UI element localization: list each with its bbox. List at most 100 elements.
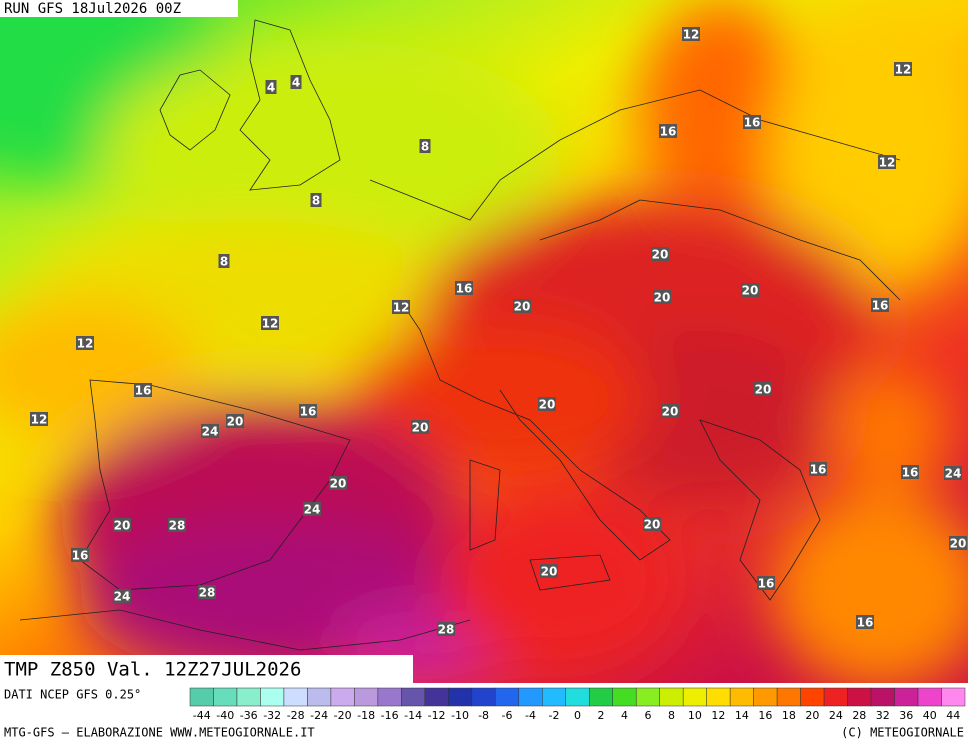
title-box xyxy=(0,655,413,683)
scale-tick-label: -20 xyxy=(334,709,352,722)
scale-swatch xyxy=(588,687,613,707)
contour-label: 20 xyxy=(949,536,967,551)
label-box xyxy=(198,585,216,599)
contour-label: 16 xyxy=(809,462,827,477)
scale-tick-label: -44 xyxy=(193,709,211,722)
scale-swatch xyxy=(330,687,355,707)
label-box xyxy=(643,517,661,531)
label-text: 16 xyxy=(72,549,89,563)
label-box xyxy=(661,404,679,418)
label-text: 20 xyxy=(950,537,967,551)
label-box xyxy=(856,615,874,629)
scale-swatch xyxy=(307,687,332,707)
data-source: DATI NCEP GFS 0.25° xyxy=(4,688,141,702)
scale-tick-label: -24 xyxy=(310,709,328,722)
footer-right: (C) METEOGIORNALE xyxy=(841,726,964,740)
scale-swatch xyxy=(495,687,520,707)
contour-label: 16 xyxy=(455,281,473,296)
scale-swatch xyxy=(189,687,214,707)
scale-swatch xyxy=(542,687,567,707)
scale-tick-label: -10 xyxy=(451,709,469,722)
contour-label: 4 xyxy=(265,80,277,95)
scale-swatch xyxy=(448,687,473,707)
contour-label: 12 xyxy=(76,336,94,351)
label-text: 24 xyxy=(304,503,321,517)
label-box xyxy=(76,336,94,350)
label-text: 16 xyxy=(744,116,761,130)
label-box xyxy=(201,424,219,438)
label-text: 24 xyxy=(114,590,131,604)
label-text: 12 xyxy=(262,317,279,331)
scale-tick-label: -32 xyxy=(263,709,281,722)
scale-swatch xyxy=(518,687,543,707)
label-text: 8 xyxy=(312,194,320,208)
label-box xyxy=(682,27,700,41)
scale-tick-label: -40 xyxy=(216,709,234,722)
scale-tick-label: 4 xyxy=(621,709,628,722)
scale-tick-label: 20 xyxy=(805,709,819,722)
label-text: 20 xyxy=(412,421,429,435)
contour-label: 20 xyxy=(540,564,558,579)
scale-swatch xyxy=(377,687,402,707)
contour-label: 20 xyxy=(538,397,556,412)
label-text: 12 xyxy=(879,156,896,170)
label-text: 20 xyxy=(541,565,558,579)
map-area: 12 12 4 4 16 16 8 12 8 20 8 16 20 20 20 12 16 12 12 16 20 16 2… xyxy=(0,0,968,683)
contour-label: 16 xyxy=(299,404,317,419)
contour-label: 12 xyxy=(261,316,279,331)
scale-swatch xyxy=(401,687,426,707)
scale-swatch xyxy=(659,687,684,707)
scale-tick-label: 2 xyxy=(597,709,604,722)
scale-swatch xyxy=(894,687,919,707)
label-text: 20 xyxy=(654,291,671,305)
label-text: 24 xyxy=(945,467,962,481)
scale-swatch xyxy=(753,687,778,707)
contour-label: 16 xyxy=(71,548,89,563)
contour-label: 28 xyxy=(437,622,455,637)
label-box xyxy=(540,564,558,578)
label-box xyxy=(743,115,761,129)
scale-swatch xyxy=(565,687,590,707)
scale-tick-label: -16 xyxy=(381,709,399,722)
contour-label: 8 xyxy=(310,193,322,208)
scale-swatch xyxy=(260,687,285,707)
contour-label: 20 xyxy=(653,290,671,305)
label-box xyxy=(901,465,919,479)
label-box xyxy=(949,536,967,550)
label-box xyxy=(261,316,279,330)
label-text: 16 xyxy=(872,299,889,313)
label-text: 16 xyxy=(857,616,874,630)
label-text: 20 xyxy=(662,405,679,419)
contour-label: 16 xyxy=(871,298,889,313)
label-box xyxy=(754,382,772,396)
scale-tick-label: 44 xyxy=(946,709,960,722)
scale-tick-label: -18 xyxy=(357,709,375,722)
label-box xyxy=(878,155,896,169)
label-text: 8 xyxy=(220,255,228,269)
label-box xyxy=(134,383,152,397)
scale-tick-label: 18 xyxy=(782,709,796,722)
contour-label: 12 xyxy=(682,27,700,42)
contour-label: 16 xyxy=(134,383,152,398)
scale-swatch xyxy=(847,687,872,707)
run-info: RUN GFS 18Jul2026 00Z xyxy=(4,1,181,17)
label-text: 20 xyxy=(330,477,347,491)
scale-tick-label: 0 xyxy=(574,709,581,722)
label-box xyxy=(437,622,455,636)
contour-label: 4 xyxy=(290,75,302,90)
contour-label: 28 xyxy=(168,518,186,533)
label-text: 28 xyxy=(438,623,455,637)
label-box xyxy=(871,298,889,312)
scale-tick-label: 32 xyxy=(876,709,890,722)
label-text: 20 xyxy=(114,519,131,533)
contour-label: 20 xyxy=(226,414,244,429)
scale-tick-label: -12 xyxy=(428,709,446,722)
scale-swatch xyxy=(283,687,308,707)
contour-label: 20 xyxy=(411,420,429,435)
label-text: 20 xyxy=(755,383,772,397)
contour-label: 12 xyxy=(392,300,410,315)
contour-label: 20 xyxy=(741,283,759,298)
contour-label: 20 xyxy=(754,382,772,397)
contour-label: 20 xyxy=(513,299,531,314)
